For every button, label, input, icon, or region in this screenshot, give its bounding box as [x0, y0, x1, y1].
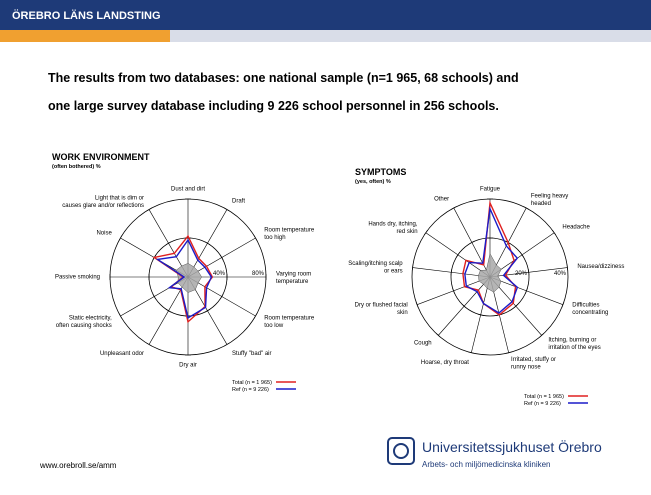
axis-label: Hoarse, dry throat: [421, 360, 469, 366]
axis-label: Room temperature too low: [264, 315, 315, 329]
spoke-tick: [513, 303, 519, 309]
axis-label: Scaling/itching scalp or ears: [348, 260, 403, 274]
axis-label: Itching, burning or irritation of the eye…: [548, 337, 600, 351]
spoke-tick: [539, 333, 545, 338]
spoke-tick: [523, 206, 530, 210]
spoke-tick: [452, 287, 455, 294]
spoke-tick: [152, 293, 156, 300]
axis-label: Unpleasant odor: [100, 351, 144, 357]
spoke-tick: [415, 301, 419, 308]
spoke-tick: [165, 309, 172, 313]
axis-label: Static electricity, often causing shocks: [56, 315, 112, 329]
spoke-tick: [477, 313, 484, 316]
axis-label: Light that is dim or causes glare and/or …: [62, 195, 144, 209]
spoke-tick: [566, 264, 569, 271]
spoke-tick: [468, 351, 475, 354]
series-line: [152, 234, 214, 324]
spoke-tick: [204, 309, 211, 313]
spoke-tick: [435, 333, 441, 338]
spoke-tick: [165, 241, 172, 245]
series-line: [464, 206, 519, 314]
legend-label: Total (n = 1 965): [524, 394, 564, 400]
axis-label: Room temperature too high: [264, 227, 315, 241]
heading: one large survey database including 9 22…: [48, 99, 499, 113]
spoke-tick: [469, 240, 475, 245]
axis-label: Irritated, stuffy or runny nose: [511, 357, 556, 371]
spoke-tick: [220, 293, 224, 300]
axis-label: Noise: [96, 231, 112, 237]
r-tick-label: 80%: [252, 271, 265, 277]
org-name: ÖREBRO LÄNS LANDSTING: [12, 9, 161, 22]
axis-label: Cough: [414, 340, 432, 346]
spoke-tick: [253, 313, 258, 319]
r-tick-label: 20%: [515, 271, 528, 277]
spoke-tick: [552, 230, 557, 236]
spoke-tick: [146, 342, 152, 347]
spoke-tick: [118, 313, 123, 319]
axis-label: Hands dry, itching, red skin: [368, 221, 418, 235]
header-bar: [0, 0, 651, 30]
chart-subtitle: (often bothered) %: [52, 164, 101, 170]
spoke-tick: [253, 235, 258, 241]
logo: Universitetssjukhuset Örebro Arbets- och…: [387, 437, 602, 469]
axis-label: Dry or flushed facial skin: [355, 302, 408, 316]
spoke-tick: [455, 252, 460, 258]
spoke-tick: [520, 252, 525, 258]
legend-label: Total (n = 1 965): [232, 380, 272, 386]
heading: The results from two databases: one nati…: [48, 71, 519, 85]
legend-label: Ref (n = 9 226): [524, 401, 561, 407]
footer-url: www.orebroll.se/amm: [39, 461, 117, 470]
logo-subtitle: Arbets- och miljömedicinska kliniken: [422, 460, 551, 469]
spoke-tick: [118, 235, 123, 241]
spoke-tick: [450, 206, 457, 210]
header-strip: [170, 30, 651, 42]
spoke-tick: [220, 254, 224, 261]
spoke-tick: [224, 207, 230, 212]
axis-label: Dust and dirt: [171, 187, 205, 193]
chart-subtitle: (yes, often) %: [355, 179, 391, 185]
axis-label: Headache: [562, 225, 590, 231]
spoke-tick: [411, 264, 414, 271]
spoke-tick: [505, 351, 512, 354]
axis-label: Feeling heavy headed: [531, 193, 568, 207]
charts: WORK ENVIRONMENT (often bothered) % Dust a…: [52, 152, 624, 407]
logo-icon: [387, 437, 415, 465]
series-line: [155, 238, 213, 320]
spoke-tick: [461, 303, 467, 309]
chart-title: WORK ENVIRONMENT: [52, 152, 150, 162]
axis-label: Fatigue: [480, 187, 501, 193]
chart-title: SYMPTOMS: [355, 167, 406, 177]
axis-label: Difficulties concentrating: [572, 302, 608, 316]
header-accent: [0, 30, 170, 42]
spoke-tick: [423, 230, 428, 236]
spoke-tick: [525, 287, 528, 294]
logo-title: Universitetssjukhuset Örebro: [422, 438, 602, 455]
spoke-tick: [204, 241, 211, 245]
r-tick-label: 40%: [213, 271, 226, 277]
spoke-tick: [450, 269, 452, 276]
spoke-tick: [528, 269, 530, 276]
spoke-tick: [561, 301, 565, 308]
axis-label: Varying room temperature: [276, 271, 311, 285]
legend-label: Ref (n = 9 226): [232, 387, 269, 393]
axis-label: Passive smoking: [55, 275, 100, 281]
spoke-tick: [224, 342, 230, 347]
r-tick-label: 40%: [554, 271, 567, 277]
area: [175, 263, 202, 293]
axis-label: Nausea/dizziness: [577, 264, 624, 270]
axis-label: Dry air: [179, 363, 197, 369]
logo-icon: [393, 443, 409, 459]
area: [478, 252, 502, 293]
axis-label: Stuffy "bad" air: [232, 351, 272, 357]
spoke-tick: [146, 207, 152, 212]
axis-label: Draft: [232, 198, 245, 204]
axis-label: Other: [434, 197, 449, 203]
